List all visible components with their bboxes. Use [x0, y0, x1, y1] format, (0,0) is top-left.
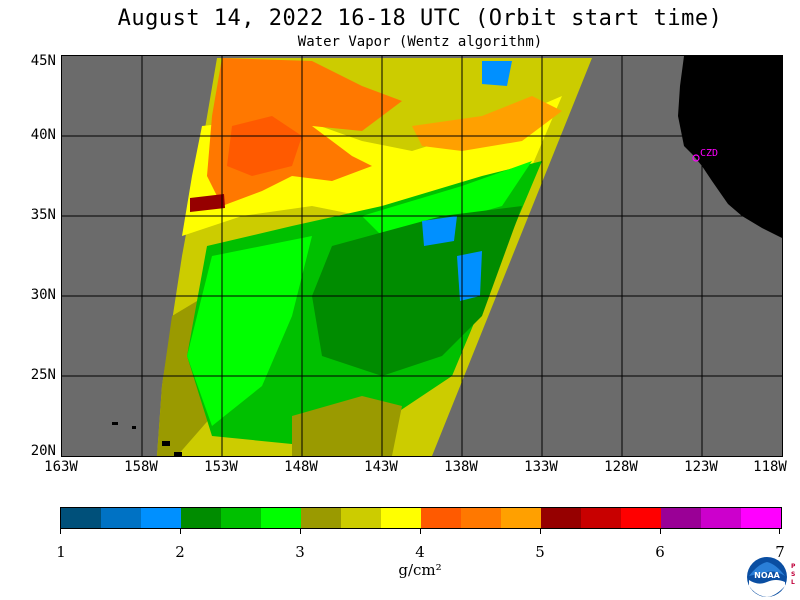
island — [112, 422, 118, 425]
colorbar-segment — [581, 508, 621, 528]
colorbar-segment — [701, 508, 741, 528]
colorbar-segment — [421, 508, 461, 528]
colorbar-tick-label: 6 — [655, 543, 665, 561]
colorbar-segment — [501, 508, 541, 528]
lon-label: 123W — [684, 459, 718, 475]
colorbar-segment — [181, 508, 221, 528]
swath-orange-band — [412, 96, 562, 151]
colorbar-segment — [141, 508, 181, 528]
lon-label: 158W — [124, 459, 158, 475]
colorbar-segment — [61, 508, 101, 528]
colorbar-tick-label: 2 — [175, 543, 185, 561]
colorbar-segment — [381, 508, 421, 528]
swath-olive-south — [292, 396, 402, 456]
colorbar-tick-label: 7 — [775, 543, 785, 561]
colorbar-tick — [420, 528, 421, 534]
swath-blue-east — [457, 251, 482, 301]
lat-label: 20N — [30, 443, 56, 459]
colorbar-tick — [300, 528, 301, 534]
colorbar-segment — [261, 508, 301, 528]
colorbar-segment — [101, 508, 141, 528]
lon-label: 163W — [44, 459, 78, 475]
swath-blue-north — [482, 61, 512, 86]
colorbar-segment — [341, 508, 381, 528]
lon-label: 138W — [444, 459, 478, 475]
lat-label: 45N — [30, 53, 56, 69]
lon-label: 148W — [284, 459, 318, 475]
swath-darkgreen — [312, 206, 522, 376]
colorbar-segment — [621, 508, 661, 528]
swath-darkred-patch — [190, 194, 225, 212]
colorbar-segment — [461, 508, 501, 528]
lon-label: 128W — [604, 459, 638, 475]
lat-label: 35N — [30, 207, 56, 223]
water-vapor-map: CZD — [62, 56, 782, 456]
map-panel: CZD — [61, 55, 783, 457]
chart-subtitle: Water Vapor (Wentz algorithm) — [297, 34, 543, 50]
swath-orangered-patch — [227, 116, 302, 176]
colorbar-segment — [301, 508, 341, 528]
lon-label: 118W — [753, 459, 787, 475]
station-marker — [692, 154, 700, 162]
colorbar-segment — [541, 508, 581, 528]
colorbar-segment — [661, 508, 701, 528]
colorbar-tick — [60, 528, 61, 534]
lat-label: 40N — [30, 127, 56, 143]
colorbar-tick — [180, 528, 181, 534]
colorbar-tick — [779, 528, 780, 534]
lat-label: 30N — [30, 287, 56, 303]
colorbar-tick-label: 1 — [56, 543, 66, 561]
island — [132, 426, 136, 429]
lon-label: 143W — [364, 459, 398, 475]
island — [162, 441, 170, 446]
station-label: CZD — [700, 148, 718, 159]
colorbar-tick-label: 3 — [295, 543, 305, 561]
graticule — [62, 56, 782, 456]
lon-label: 153W — [204, 459, 238, 475]
colorbar — [60, 507, 782, 529]
chart-title: August 14, 2022 16-18 UTC (Orbit start t… — [117, 6, 723, 31]
lon-label: 133W — [524, 459, 558, 475]
svg-text:NOAA: NOAA — [754, 571, 780, 580]
colorbar-tick-label: 4 — [415, 543, 425, 561]
colorbar-unit: g/cm² — [398, 561, 442, 579]
colorbar-tick — [540, 528, 541, 534]
island — [174, 452, 182, 456]
colorbar-tick — [660, 528, 661, 534]
colorbar-segment — [221, 508, 261, 528]
swath-bright-green — [187, 236, 312, 426]
swath-bright-green-2 — [362, 161, 532, 236]
swath-blue-mid — [422, 216, 457, 246]
coastline-land — [678, 56, 782, 238]
colorbar-segment — [741, 508, 781, 528]
noaa-logo: NOAA — [747, 557, 787, 597]
colorbar-tick-label: 5 — [535, 543, 545, 561]
lat-label: 25N — [30, 367, 56, 383]
